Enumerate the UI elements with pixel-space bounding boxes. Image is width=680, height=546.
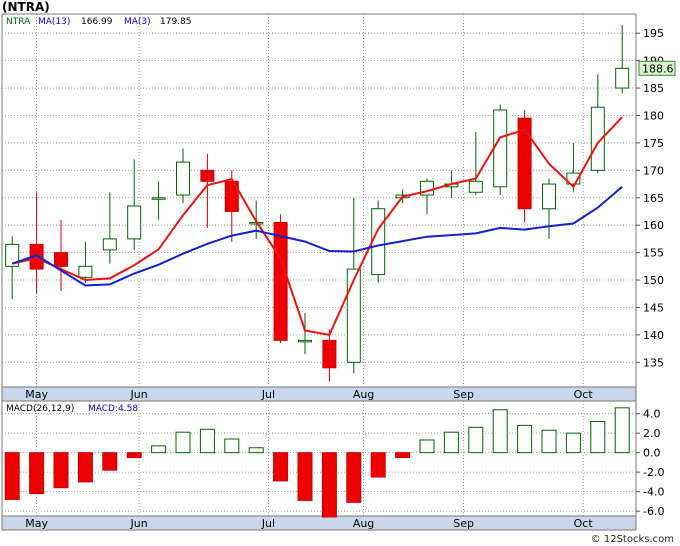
macd-bar bbox=[541, 429, 557, 454]
macd-legend-label: MACD(26,12,9) bbox=[6, 404, 74, 414]
macd-bar bbox=[468, 426, 484, 454]
chart-title: (NTRA) bbox=[2, 0, 50, 14]
macd-bar bbox=[151, 445, 167, 454]
x-tick-label: May bbox=[25, 388, 48, 401]
legend-ntra: NTRA bbox=[6, 17, 31, 27]
candle-body bbox=[542, 183, 556, 210]
x-tick-label: Jul bbox=[261, 388, 275, 401]
candle-body bbox=[298, 339, 312, 343]
y-tick-label: 195 bbox=[643, 27, 664, 40]
candle-body bbox=[224, 180, 239, 212]
y-tick-label: 140 bbox=[643, 329, 664, 342]
candle-body bbox=[200, 169, 215, 182]
y-tick-label: 175 bbox=[643, 137, 664, 150]
candle-body bbox=[468, 180, 483, 193]
candle-body bbox=[590, 106, 605, 171]
macd-bar bbox=[29, 452, 45, 495]
macd-bar bbox=[199, 428, 215, 454]
y-tick-label: 160 bbox=[643, 219, 664, 232]
macd-bar bbox=[346, 452, 362, 503]
ma13-line bbox=[11, 186, 623, 287]
x-axis-band-lower bbox=[1, 515, 637, 531]
macd-y-tick-label: 4.0 bbox=[643, 408, 661, 421]
macd-bar bbox=[175, 431, 191, 454]
candle-body bbox=[493, 109, 508, 188]
macd-bar bbox=[614, 407, 630, 454]
candle-body bbox=[151, 197, 166, 200]
x-tick-label: Sep bbox=[453, 517, 474, 530]
candle-body bbox=[322, 339, 337, 369]
x-tick-label: Oct bbox=[574, 517, 594, 530]
price-panel bbox=[1, 13, 637, 388]
candle-body bbox=[102, 238, 117, 251]
macd-bar bbox=[53, 452, 69, 489]
macd-y-tick-label: -6.0 bbox=[643, 505, 664, 518]
macd-y-tick-label: 0.0 bbox=[643, 447, 661, 460]
y-tick-label: 170 bbox=[643, 164, 664, 177]
macd-bar bbox=[395, 452, 411, 459]
macd-bar bbox=[102, 452, 118, 471]
macd-bar bbox=[126, 452, 142, 459]
y-tick-label: 150 bbox=[643, 274, 664, 287]
macd-bar bbox=[419, 439, 435, 454]
macd-y-tick-label: 2.0 bbox=[643, 427, 661, 440]
x-tick-label: Oct bbox=[574, 388, 594, 401]
x-tick-label: Sep bbox=[453, 388, 474, 401]
x-tick-label: Aug bbox=[353, 388, 374, 401]
legend-ma3-value: 179.85 bbox=[160, 17, 192, 27]
macd-bar bbox=[517, 424, 533, 454]
candle-body bbox=[5, 243, 20, 267]
macd-y-tick-label: -2.0 bbox=[643, 466, 664, 479]
last-price-label: 188.6 bbox=[642, 62, 674, 75]
macd-bar bbox=[273, 452, 289, 482]
x-tick-label: Jul bbox=[261, 517, 275, 530]
macd-bar bbox=[321, 452, 337, 518]
x-tick-label: Jun bbox=[129, 388, 147, 401]
copyright-text: © 12Stocks.com bbox=[590, 534, 674, 545]
last-price-tag bbox=[638, 60, 676, 76]
x-tick-label: May bbox=[25, 517, 48, 530]
candle-body bbox=[371, 208, 386, 276]
macd-bar bbox=[224, 438, 240, 454]
candle-body bbox=[54, 252, 68, 267]
macd-bar bbox=[77, 452, 93, 483]
candle-body bbox=[615, 67, 630, 89]
candle-body bbox=[127, 205, 142, 240]
candle-body bbox=[566, 172, 581, 185]
legend-ma13: MA(13) bbox=[38, 17, 70, 27]
y-tick-label: 180 bbox=[643, 109, 664, 122]
macd-bar bbox=[248, 447, 264, 454]
x-tick-label: Aug bbox=[353, 517, 374, 530]
candle-body bbox=[517, 117, 532, 210]
x-axis-band bbox=[1, 386, 637, 402]
y-tick-label: 135 bbox=[643, 356, 664, 369]
candle-body bbox=[346, 268, 361, 363]
macd-bar bbox=[297, 452, 313, 501]
candle-body bbox=[78, 265, 93, 278]
y-tick-label: 185 bbox=[643, 82, 664, 95]
macd-legend-value: MACD:4.58 bbox=[88, 404, 138, 414]
x-tick-label: Jun bbox=[129, 517, 147, 530]
ma3-line bbox=[11, 116, 623, 337]
macd-bar bbox=[4, 452, 20, 500]
macd-bar bbox=[492, 409, 508, 454]
candle-body bbox=[273, 221, 288, 341]
macd-bar bbox=[443, 431, 459, 454]
macd-bar bbox=[590, 420, 606, 454]
legend-ma13-value: 166.99 bbox=[81, 17, 113, 27]
macd-bar bbox=[565, 432, 581, 454]
macd-bar bbox=[370, 452, 386, 478]
y-tick-label: 165 bbox=[643, 192, 664, 205]
macd-panel bbox=[1, 400, 637, 517]
legend-ma3: MA(3) bbox=[124, 17, 151, 27]
y-tick-label: 155 bbox=[643, 247, 664, 260]
macd-y-tick-label: -4.0 bbox=[643, 486, 664, 499]
y-tick-label: 145 bbox=[643, 301, 664, 314]
candle-body bbox=[176, 161, 190, 196]
